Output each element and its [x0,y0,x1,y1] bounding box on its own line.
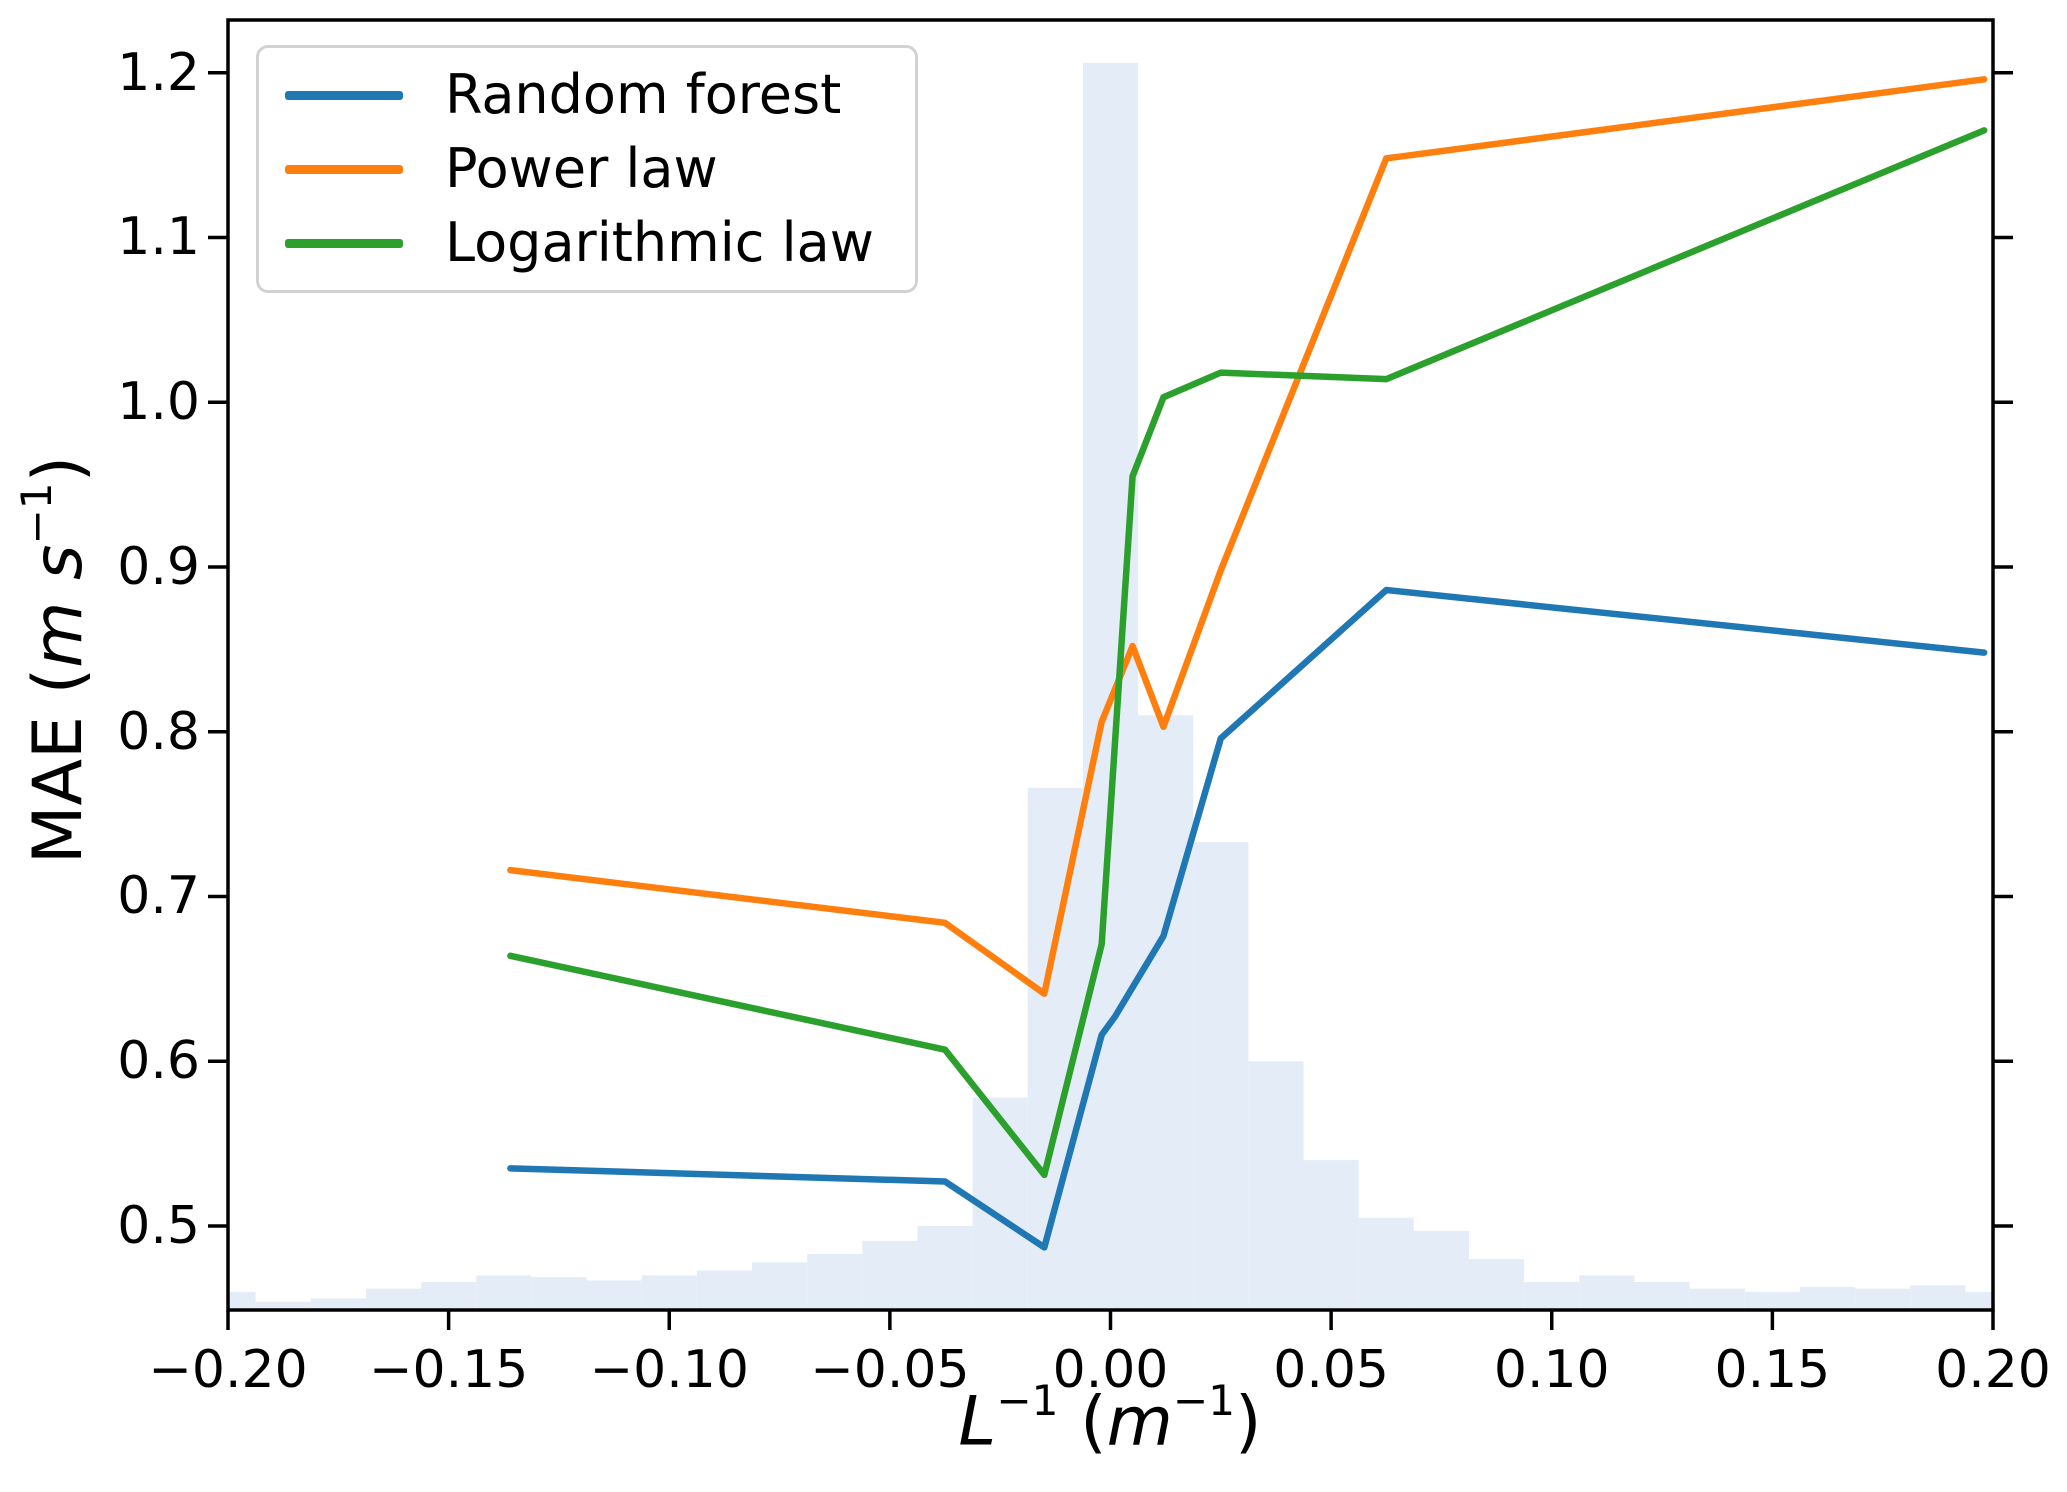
histogram-bar [1524,1281,1580,1310]
y-tick-label: 0.9 [117,536,200,597]
y-tick-label: 1.1 [117,207,200,268]
series-line-logarithmic-law [507,127,1988,1179]
histogram-bar [1579,1275,1635,1310]
histogram-bar [228,1291,256,1310]
legend-swatch-icon [285,164,403,174]
legend-swatch-icon [285,238,403,248]
xlabel-paren-close: ) [1235,1382,1262,1462]
xlabel-paren-open: ( [1058,1382,1107,1462]
ylabel-paren-close: ) [18,455,98,483]
y-tick-label: 1.2 [117,42,200,103]
histogram-bars [228,62,1993,1310]
y-tick-label: 0.8 [117,701,200,762]
histogram-bar [531,1277,587,1310]
histogram-bar [641,1275,697,1310]
xlabel-exponent: −1 [996,1375,1059,1425]
y-tick-label: 0.6 [117,1031,200,1092]
histogram-bar [586,1280,642,1310]
x-tick-label: 0.15 [1714,1340,1831,1400]
histogram-bar [1910,1285,1966,1310]
legend-item: Power law [285,142,915,196]
y-tick-label: 0.5 [117,1195,200,1256]
xlabel-symbol: L [958,1382,997,1462]
histogram-bar [1799,1286,1856,1310]
y-axis-label: MAE (m s−1) [12,455,98,864]
y-tick-label: 0.7 [117,866,200,927]
xlabel-unit: m [1106,1382,1173,1462]
legend-label: Power law [445,137,718,200]
histogram-bar [365,1288,422,1310]
histogram-bar [1138,715,1194,1310]
histogram-bar [1689,1288,1745,1310]
x-tick-label: −0.20 [148,1340,308,1400]
histogram-bar [751,1262,808,1310]
histogram-bar [255,1301,311,1310]
x-tick-label: −0.10 [589,1340,749,1400]
x-tick-label: −0.05 [810,1340,970,1400]
x-tick-label: −0.15 [368,1340,529,1400]
xlabel-unit-exponent: −1 [1172,1375,1236,1425]
histogram-bar [696,1270,752,1310]
histogram-bar [807,1253,863,1310]
histogram-bar [1413,1230,1470,1310]
legend-label: Random forest [445,63,842,126]
histogram-bar [1965,1291,1993,1310]
histogram-bar [1082,62,1139,1310]
legend-item: Random forest [285,68,915,122]
histogram-bar [862,1240,918,1310]
histogram-bar [421,1281,477,1310]
histogram-bar [1469,1258,1525,1310]
x-tick-label: 0.00 [1052,1340,1169,1400]
x-tick-label: 0.05 [1273,1340,1390,1400]
legend-label: Logarithmic law [445,211,874,274]
legend-swatch-icon [285,90,403,100]
histogram-bar [1744,1291,1800,1310]
y-tick-label: 1.0 [117,372,200,433]
histogram-bar [476,1275,532,1310]
histogram-bar [1303,1160,1359,1310]
histogram-bar [1193,842,1249,1310]
legend: Random forest Power law Logarithmic law [256,45,918,293]
histogram-bar [917,1225,973,1310]
histogram-bar [310,1298,366,1310]
histogram-bar [1634,1281,1690,1310]
histogram-bar [1855,1288,1911,1310]
series-line-power-law [507,76,1988,997]
legend-item: Logarithmic law [285,216,915,270]
x-tick-label: 0.20 [1935,1340,2051,1400]
histogram-bar [1358,1217,1414,1310]
series-line-random-forest [507,586,1988,1251]
x-axis-label: L−1 (m−1) [958,1376,1262,1462]
x-tick-label: 0.10 [1493,1340,1610,1400]
histogram-bar [1248,1061,1304,1310]
